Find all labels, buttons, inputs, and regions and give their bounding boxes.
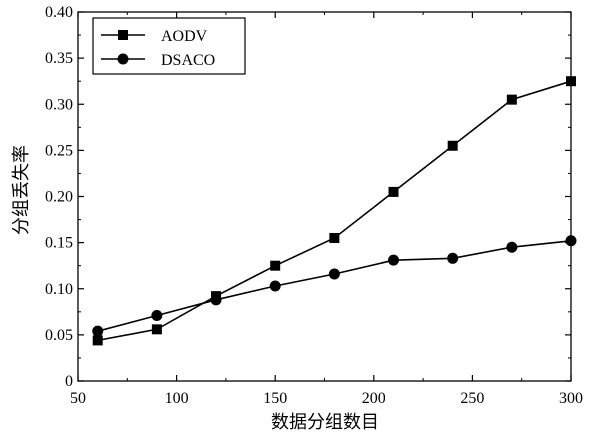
y-tick-label: 0.05 <box>45 327 73 344</box>
x-axis-label: 数据分组数目 <box>271 412 379 432</box>
legend-marker <box>118 30 128 40</box>
legend-item-dsaco: DSACO <box>101 52 215 69</box>
y-tick-label: 0.20 <box>45 189 73 206</box>
series-layer <box>92 76 577 346</box>
x-tick-label: 300 <box>559 390 583 407</box>
data-point-aodv <box>388 186 399 197</box>
series-aodv <box>92 76 576 346</box>
x-tick-label: 200 <box>362 390 386 407</box>
y-tick-label: 0.30 <box>45 96 73 113</box>
data-point-aodv <box>151 324 162 335</box>
data-point-aodv <box>329 233 340 244</box>
data-point-aodv <box>270 260 281 271</box>
y-tick-label: 0 <box>65 373 73 390</box>
y-tick-label: 0.15 <box>45 235 73 252</box>
x-tick-label: 150 <box>263 390 287 407</box>
legend-box <box>92 17 246 75</box>
data-point-dsaco <box>210 294 222 306</box>
series-dsaco <box>92 235 577 337</box>
data-point-aodv <box>447 140 458 151</box>
legend-label: AODV <box>161 28 208 45</box>
x-tick-label: 250 <box>460 390 484 407</box>
data-point-aodv <box>92 335 103 346</box>
y-axis: 0 0.05 0.10 0.15 0.20 0.25 0.30 0.35 0.40 <box>45 4 571 390</box>
data-point-dsaco <box>269 280 281 292</box>
y-axis-label: 分组丢失率 <box>11 145 31 235</box>
data-point-dsaco <box>447 252 459 264</box>
legend-item-aodv: AODV <box>101 28 208 45</box>
series-line-dsaco <box>97 240 572 332</box>
legend-marker <box>117 53 129 65</box>
data-point-dsaco <box>92 325 104 337</box>
data-point-dsaco <box>328 268 340 280</box>
legend-label: DSACO <box>161 52 215 69</box>
x-tick-label: 50 <box>70 390 86 407</box>
data-point-dsaco <box>565 235 577 247</box>
series-line-aodv <box>97 80 572 342</box>
data-point-aodv <box>566 76 576 87</box>
x-tick-label: 100 <box>165 390 189 407</box>
y-tick-label: 0.10 <box>45 281 73 298</box>
data-point-dsaco <box>506 241 518 253</box>
y-tick-label: 0.25 <box>45 142 73 159</box>
y-tick-label: 0.40 <box>45 4 73 21</box>
x-axis: 50 100 150 200 250 300 <box>70 12 583 407</box>
y-tick-label: 0.35 <box>45 50 73 67</box>
data-point-dsaco <box>388 254 400 266</box>
data-point-aodv <box>506 94 517 105</box>
data-point-dsaco <box>151 310 163 322</box>
legend: AODV DSACO <box>92 17 246 75</box>
